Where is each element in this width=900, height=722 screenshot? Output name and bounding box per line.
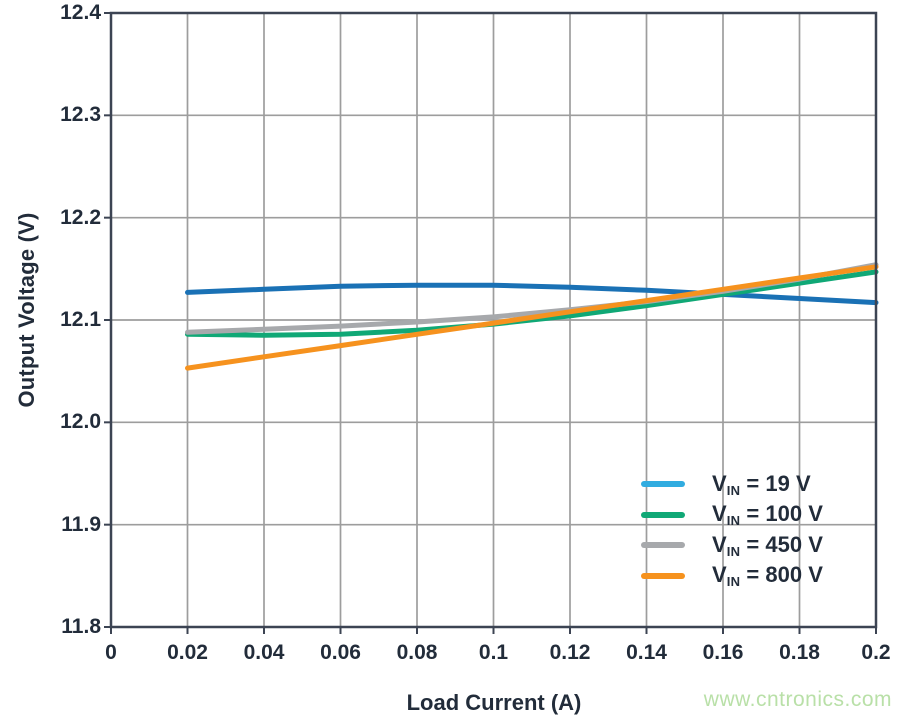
legend-label: VIN = 100 V (712, 501, 823, 528)
legend-label: VIN = 19 V (712, 470, 811, 498)
x-tick-label: 0.04 (243, 641, 285, 664)
legend-item: VIN = 19 V (641, 470, 823, 498)
series-line-vin-100-v (185, 269, 879, 338)
x-tick-label: 0 (105, 641, 117, 664)
legend-swatch-vin-800 (641, 572, 685, 579)
legend-item: VIN = 800 V (641, 562, 823, 589)
y-tick-label: 12.1 (60, 308, 101, 331)
x-tick-label: 0.02 (167, 641, 208, 664)
legend: VIN = 19 V VIN = 100 V VIN = 450 V VIN =… (641, 470, 823, 595)
x-tick-label: 0.06 (320, 641, 361, 664)
y-tick-label: 12.2 (60, 205, 101, 229)
legend-item: VIN = 450 V (641, 531, 823, 559)
y-tick-label: 12.0 (60, 410, 101, 434)
x-tick-label: 0.2 (861, 641, 891, 664)
x-tick-label: 0.08 (396, 641, 438, 664)
series-line-vin-19-v (185, 282, 879, 306)
x-tick-label: 0.12 (549, 641, 591, 664)
x-tick-label: 0.14 (626, 641, 667, 664)
y-tick-label: 11.8 (61, 615, 101, 638)
x-tick-label: 0.1 (478, 641, 509, 664)
x-tick-label: 0.18 (779, 641, 820, 664)
y-tick-label: 11.9 (61, 512, 101, 536)
legend-swatch-vin-19 (641, 481, 685, 487)
x-axis-title: Load Current (A) (406, 690, 582, 715)
series-line-vin-800-v (185, 264, 879, 371)
y-tick-label: 12.4 (60, 1, 101, 24)
legend-label: VIN = 450 V (712, 531, 823, 559)
y-tick-label: 12.3 (60, 103, 101, 127)
watermark: www.cntronics.com (703, 688, 892, 711)
x-tick-label: 0.16 (702, 641, 744, 664)
legend-swatch-vin-100 (641, 511, 685, 518)
legend-swatch-vin-450 (641, 542, 685, 548)
plot-frame (109, 11, 878, 629)
legend-label: VIN = 800 V (712, 562, 823, 589)
legend-item: VIN = 100 V (641, 501, 823, 528)
